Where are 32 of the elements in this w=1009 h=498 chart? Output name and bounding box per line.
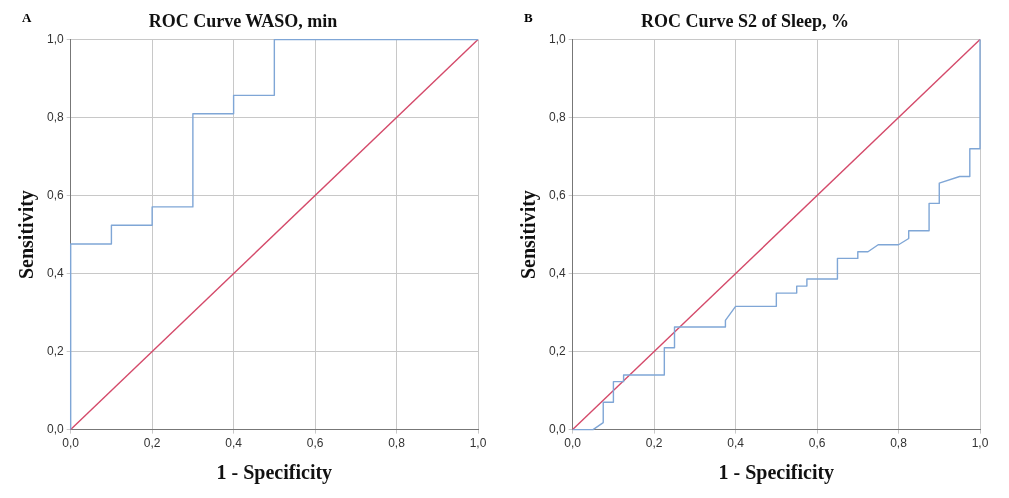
x-tick-label: 1,0 xyxy=(971,436,989,451)
chart-title: ROC Curve S2 of Sleep, % xyxy=(641,11,849,32)
x-tick-label: 0,0 xyxy=(62,436,80,451)
y-tick-label: 0,6 xyxy=(46,187,64,202)
x-axis-title: 1 - Specificity xyxy=(216,461,333,485)
y-axis-title: Sensitivity xyxy=(15,190,39,280)
x-tick-label: 0,8 xyxy=(388,436,406,451)
y-tick-label: 0,4 xyxy=(548,265,566,280)
chart-title: ROC Curve WASO, min xyxy=(148,11,338,32)
y-tick-label: 0,4 xyxy=(46,265,64,280)
x-axis-title: 1 - Specificity xyxy=(718,461,835,485)
text: B xyxy=(524,10,533,26)
y-tick-label: 0,8 xyxy=(46,109,64,124)
y-axis-title: Sensitivity xyxy=(517,190,541,280)
x-tick-label: 0,4 xyxy=(727,436,745,451)
x-tick-label: 0,8 xyxy=(890,436,908,451)
y-tick-label: 0,6 xyxy=(548,187,566,202)
y-tick-label: 0,2 xyxy=(46,343,64,358)
x-tick-label: 0,2 xyxy=(143,436,161,451)
x-tick-label: 0,2 xyxy=(645,436,663,451)
y-tick-label: 1,0 xyxy=(46,31,64,46)
y-tick-label: 0,8 xyxy=(548,109,566,124)
y-tick-label: 1,0 xyxy=(548,31,566,46)
x-tick-label: 0,6 xyxy=(808,436,826,451)
x-tick-label: 0,4 xyxy=(225,436,243,451)
y-tick-label: 0,2 xyxy=(548,343,566,358)
text: A xyxy=(22,10,32,26)
y-tick-label: 0,0 xyxy=(548,421,566,436)
x-tick-label: 0,6 xyxy=(306,436,324,451)
y-tick-label: 0,0 xyxy=(46,421,64,436)
x-tick-label: 0,0 xyxy=(564,436,582,451)
x-tick-label: 1,0 xyxy=(469,436,487,451)
